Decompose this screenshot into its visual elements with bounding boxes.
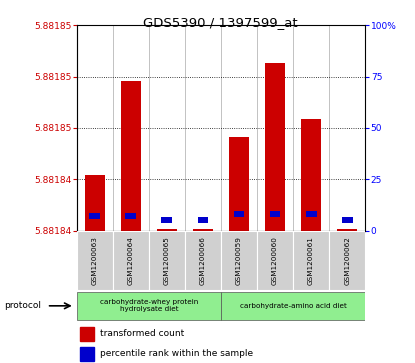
Bar [229,137,249,231]
Bar [342,217,353,223]
Bar [161,217,172,223]
Bar [157,229,177,231]
Text: GSM1200059: GSM1200059 [236,236,242,285]
Bar [121,81,141,231]
Bar [185,231,221,290]
Bar [270,211,281,217]
Text: GSM1200063: GSM1200063 [92,236,98,285]
Bar [257,231,293,290]
Bar [149,231,185,290]
Bar [221,231,257,290]
Text: GDS5390 / 1397599_at: GDS5390 / 1397599_at [143,16,297,29]
Text: carbohydrate-whey protein
hydrolysate diet: carbohydrate-whey protein hydrolysate di… [100,299,198,312]
Bar [337,229,357,231]
Bar [77,231,113,290]
Text: protocol: protocol [4,301,41,310]
Text: carbohydrate-amino acid diet: carbohydrate-amino acid diet [239,303,347,309]
Text: GSM1200062: GSM1200062 [344,236,350,285]
Text: GSM1200064: GSM1200064 [128,236,134,285]
Bar [198,217,208,223]
Bar [80,347,94,361]
Text: GSM1200065: GSM1200065 [164,236,170,285]
Bar [85,175,105,231]
Bar [125,213,136,219]
Bar [329,231,365,290]
Bar [293,231,329,290]
Bar [89,213,100,219]
Bar [306,211,317,217]
Text: GSM1200060: GSM1200060 [272,236,278,285]
Bar [221,292,365,320]
Text: GSM1200061: GSM1200061 [308,236,314,285]
Bar [301,119,321,231]
Bar [265,63,285,231]
Text: percentile rank within the sample: percentile rank within the sample [100,350,253,358]
Text: transformed count: transformed count [100,330,184,338]
Bar [113,231,149,290]
Text: GSM1200066: GSM1200066 [200,236,206,285]
Bar [234,211,244,217]
Bar [77,292,221,320]
Bar [80,327,94,340]
Bar [193,229,213,231]
